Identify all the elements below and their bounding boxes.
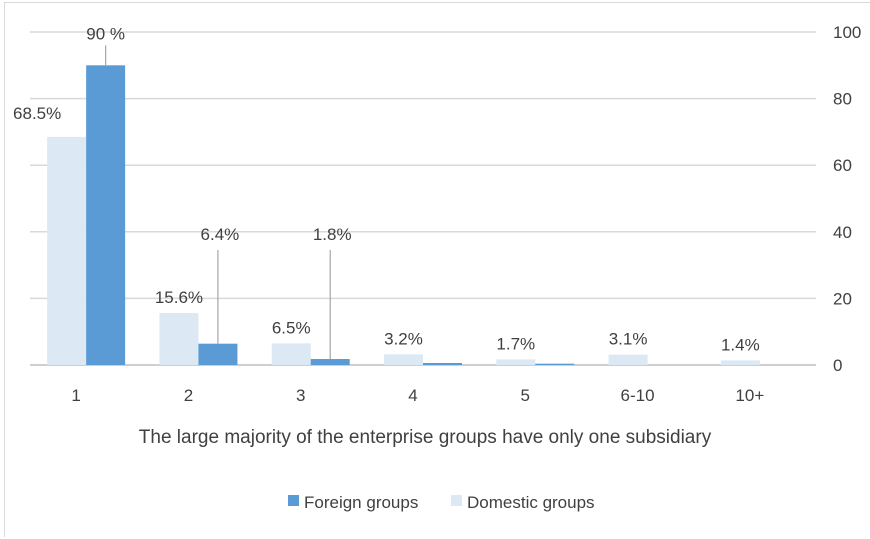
data-label-domestic: 6.5% (272, 318, 311, 337)
bar-domestic (384, 354, 423, 365)
legend-label-foreign: Foreign groups (304, 493, 418, 512)
data-label-domestic: 1.4% (721, 335, 760, 354)
x-tick-label: 6-10 (621, 386, 655, 405)
y-tick-label: 60 (833, 156, 852, 175)
y-tick-label: 100 (833, 23, 861, 42)
x-tick-label: 4 (408, 386, 417, 405)
y-axis-ticks: 0 20 40 60 80 100 (833, 23, 861, 375)
bar-foreign (535, 363, 575, 365)
bar-domestic (159, 313, 199, 365)
bar-domestic (608, 354, 648, 365)
data-label-foreign: 90 % (86, 24, 125, 43)
x-tick-label: 5 (521, 386, 530, 405)
bar-foreign (198, 343, 238, 365)
bar-foreign (86, 65, 126, 366)
y-tick-label: 0 (833, 356, 842, 375)
bar-domestic (47, 136, 87, 365)
gridlines (30, 31, 816, 366)
legend-swatch-foreign (288, 495, 299, 506)
y-tick-label: 20 (833, 289, 852, 308)
data-labels: 68.5% 90 % 15.6% 6.4% 6.5% 1.8% 3.2% 1.7% 3.1% 1.… (13, 24, 760, 354)
bar-domestic (496, 359, 536, 365)
bars (47, 65, 760, 366)
data-label-domestic: 15.6% (155, 288, 203, 307)
x-tick-label: 1 (71, 386, 80, 405)
data-label-domestic: 3.1% (609, 330, 648, 349)
x-axis-ticks: 1 2 3 4 5 6-10 10+ (71, 386, 764, 405)
legend-swatch-domestic (451, 495, 462, 506)
bar-foreign (310, 359, 350, 365)
legend-label-domestic: Domestic groups (467, 493, 595, 512)
chart-frame (4, 2, 870, 537)
y-tick-label: 80 (833, 90, 852, 109)
data-label-foreign: 6.4% (201, 225, 240, 244)
data-label-foreign: 1.8% (313, 225, 352, 244)
legend: Foreign groups Domestic groups (288, 493, 595, 512)
data-label-domestic: 3.2% (384, 329, 423, 348)
label-leader-lines (105, 45, 331, 360)
bar-foreign (423, 363, 462, 365)
x-axis-title: The large majority of the enterprise gro… (139, 427, 712, 448)
x-tick-label: 3 (296, 386, 305, 405)
bar-domestic (271, 343, 311, 365)
x-tick-label: 10+ (735, 386, 764, 405)
data-label-domestic: 68.5% (13, 104, 61, 123)
x-tick-label: 2 (184, 386, 193, 405)
y-tick-label: 40 (833, 223, 852, 242)
data-label-domestic: 1.7% (496, 334, 535, 353)
bar-domestic (720, 360, 760, 365)
